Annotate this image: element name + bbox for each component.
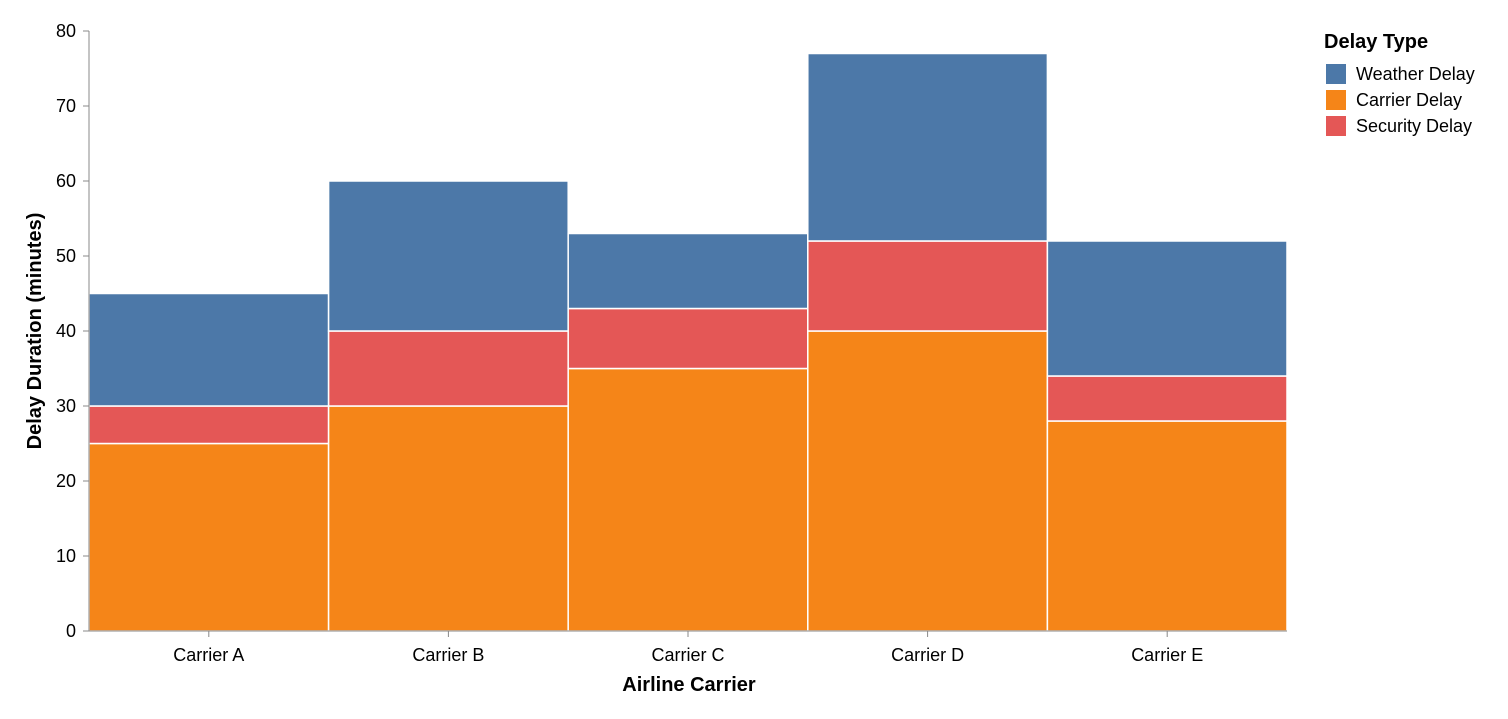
x-tick-label: Carrier D xyxy=(891,645,964,665)
legend-title: Delay Type xyxy=(1324,31,1428,53)
bar-segment xyxy=(327,405,569,632)
legend-label: Security Delay xyxy=(1356,116,1472,136)
bar-segment xyxy=(807,330,1049,632)
x-axis-title: Airline Carrier xyxy=(622,674,756,696)
legend-swatch xyxy=(1326,64,1346,84)
y-tick-label: 80 xyxy=(56,21,76,41)
y-tick-label: 30 xyxy=(56,396,76,416)
x-tick-label: Carrier B xyxy=(412,645,484,665)
y-tick-label: 60 xyxy=(56,171,76,191)
y-tick-label: 70 xyxy=(56,96,76,116)
bar-segment xyxy=(88,292,330,407)
bars-layer xyxy=(88,52,1288,632)
bar-segment xyxy=(567,307,809,370)
axes-layer: 0 10 20 30 40 50 60 70 80 Carrier A Carrier B Carri… xyxy=(56,21,1287,665)
x-tick-label: Carrier A xyxy=(173,645,244,665)
x-tick-label: Carrier E xyxy=(1131,645,1203,665)
x-tick-label: Carrier C xyxy=(651,645,724,665)
y-tick-label: 50 xyxy=(56,246,76,266)
bar-segment xyxy=(807,52,1049,242)
legend: Delay Type Weather Delay Carrier Delay Sec… xyxy=(1324,31,1475,136)
y-tick-label: 20 xyxy=(56,471,76,491)
bar-segment xyxy=(88,405,330,445)
y-axis-title: Delay Duration (minutes) xyxy=(24,213,46,450)
legend-swatch xyxy=(1326,116,1346,136)
y-tick-label: 40 xyxy=(56,321,76,341)
bar-segment xyxy=(327,180,569,332)
bar-segment xyxy=(327,330,569,407)
y-tick-label: 0 xyxy=(66,621,76,641)
bar-segment xyxy=(807,240,1049,332)
y-tick-label: 10 xyxy=(56,546,76,566)
bar-segment xyxy=(88,442,330,632)
bar-segment xyxy=(1046,375,1288,422)
bar-segment xyxy=(567,232,809,310)
bar-segment xyxy=(567,367,809,632)
legend-label: Weather Delay xyxy=(1356,64,1475,84)
legend-label: Carrier Delay xyxy=(1356,90,1462,110)
bar-segment xyxy=(1046,240,1288,377)
bar-segment xyxy=(1046,420,1288,632)
legend-swatch xyxy=(1326,90,1346,110)
